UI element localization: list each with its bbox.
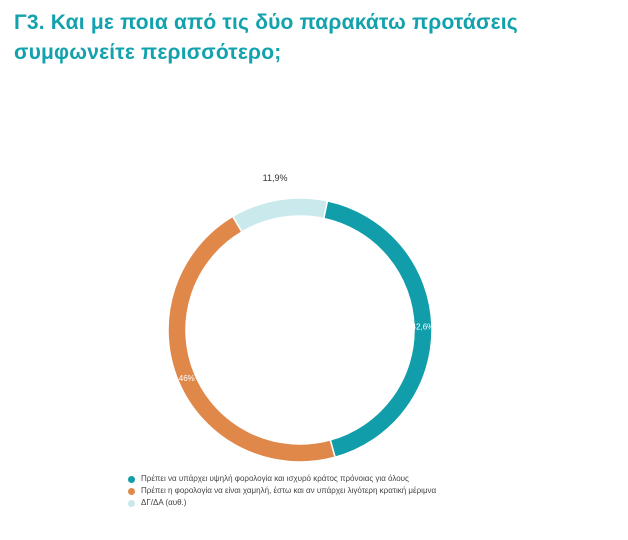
donut-slice-dk-na (231, 197, 329, 233)
chart-title-line-1: Γ3. Και με ποια από τις δύο παρακάτω προ… (14, 11, 518, 34)
legend-item-dk-na: ΔΓ/ΔΑ (αυθ.) (128, 497, 436, 509)
legend-label-high-tax: Πρέπει να υπάρχει υψηλή φορολογία και ισ… (141, 474, 409, 483)
legend-swatch-low-tax (128, 487, 135, 495)
legend-item-low-tax: Πρέπει η φορολογία να είναι χαμηλή, έστω… (128, 485, 436, 497)
chart-title: Γ3. Και με ποια από τις δύο παρακάτω προ… (14, 8, 614, 68)
donut-slice-low-tax (167, 215, 336, 463)
data-label-high-tax: 42,6% (412, 322, 435, 331)
legend-label-dk-na: ΔΓ/ΔΑ (αυθ.) (141, 498, 187, 507)
data-label-low-tax: 46% (179, 374, 195, 383)
donut-slices (167, 197, 433, 463)
legend-swatch-high-tax (128, 475, 135, 483)
legend-swatch-dk-na (128, 499, 135, 507)
legend-label-low-tax: Πρέπει η φορολογία να είναι χαμηλή, έστω… (141, 486, 437, 495)
legend-item-high-tax: Πρέπει να υπάρχει υψηλή φορολογία και ισ… (128, 473, 436, 485)
data-label-dk-na: 11,9% (263, 173, 288, 183)
legend: Πρέπει να υπάρχει υψηλή φορολογία και ισ… (128, 473, 436, 509)
chart-title-line-2: συμφωνείτε περισσότερο; (14, 41, 282, 64)
donut-data-labels: 42,6% 46% 11,9% (179, 173, 435, 383)
